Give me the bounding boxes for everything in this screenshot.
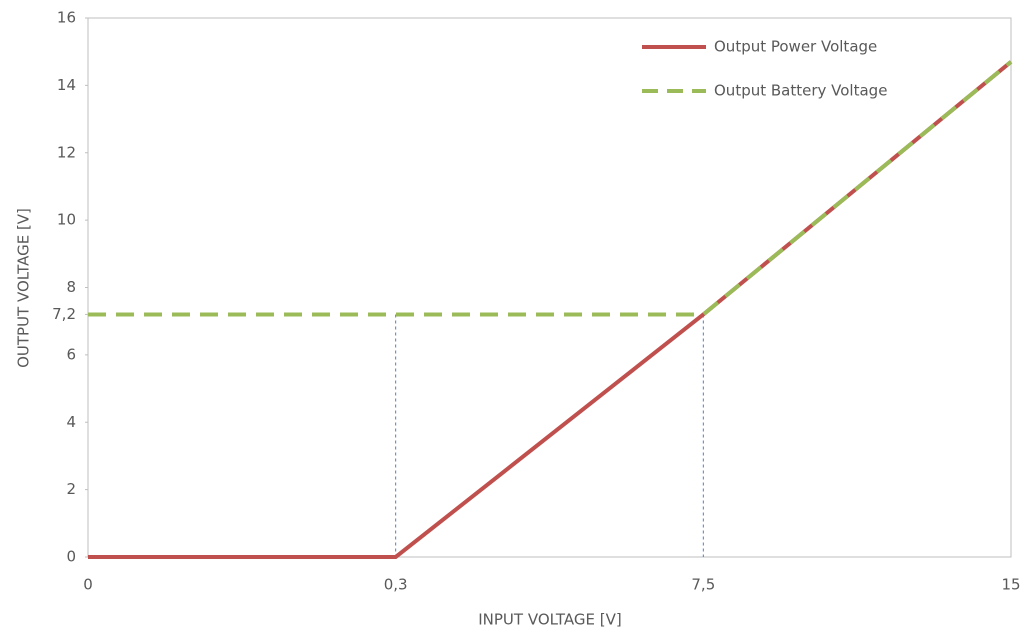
y-tick-label: 14 [57, 76, 76, 94]
y-tick-label: 2 [66, 480, 76, 498]
x-tick-label: 0 [83, 576, 93, 594]
x-tick-label: 0,3 [384, 576, 408, 594]
y-axis-title: OUTPUT VOLTAGE [V] [15, 208, 33, 368]
x-axis-title: INPUT VOLTAGE [V] [478, 611, 622, 629]
y-tick-label: 6 [66, 345, 76, 363]
y-tick-label: 10 [57, 211, 76, 229]
series-line [88, 60, 1013, 559]
legend-label: Output Power Voltage [714, 38, 877, 56]
x-tick-label: 15 [1001, 576, 1020, 594]
series-line [88, 60, 1013, 317]
y-tick-label: 7,2 [52, 305, 76, 323]
y-tick-label: 0 [66, 548, 76, 566]
x-tick-label: 7,5 [691, 576, 715, 594]
y-tick-label: 8 [66, 278, 76, 296]
legend-label: Output Battery Voltage [714, 82, 887, 100]
y-tick-label: 16 [57, 9, 76, 27]
y-tick-label: 12 [57, 143, 76, 161]
y-tick-label: 4 [66, 413, 76, 431]
